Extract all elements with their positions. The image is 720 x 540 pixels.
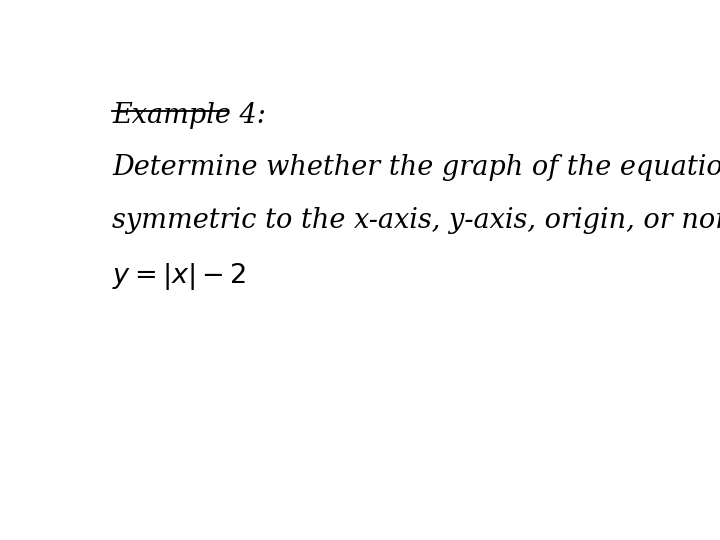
Text: $y = |x| - 2$: $y = |x| - 2$ (112, 261, 246, 292)
Text: Example 4:: Example 4: (112, 102, 266, 129)
Text: symmetric to the x-axis, y-axis, origin, or none of these.: symmetric to the x-axis, y-axis, origin,… (112, 207, 720, 234)
Text: Determine whether the graph of the equation is: Determine whether the graph of the equat… (112, 154, 720, 181)
